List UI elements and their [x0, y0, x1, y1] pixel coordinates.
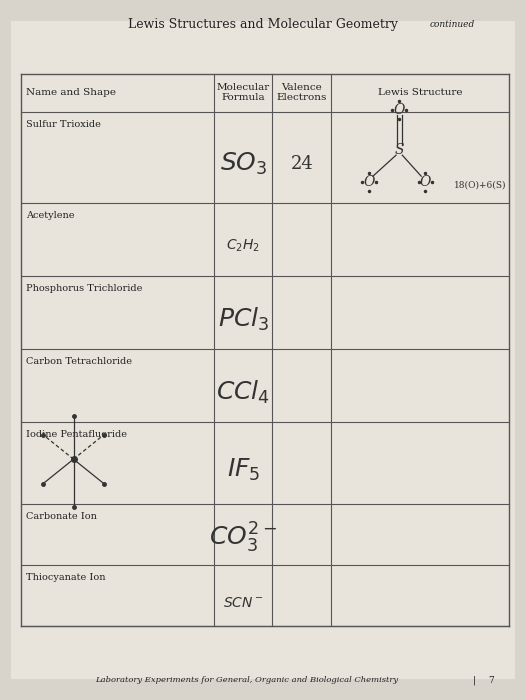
Text: $IF_5$: $IF_5$ — [226, 456, 260, 483]
Text: Carbon Tetrachloride: Carbon Tetrachloride — [26, 357, 132, 366]
Text: Acetylene: Acetylene — [26, 211, 75, 220]
Text: $SO_3$: $SO_3$ — [219, 151, 267, 177]
Text: S: S — [394, 144, 404, 158]
Text: Molecular
Formula: Molecular Formula — [216, 83, 270, 102]
Text: Laboratory Experiments for General, Organic and Biological Chemistry: Laboratory Experiments for General, Orga… — [95, 676, 398, 685]
Text: |: | — [472, 676, 476, 685]
Text: Thiocyanate Ion: Thiocyanate Ion — [26, 573, 106, 582]
Text: $CCl_4$: $CCl_4$ — [216, 379, 270, 406]
Text: Name and Shape: Name and Shape — [26, 88, 116, 97]
Text: Sulfur Trioxide: Sulfur Trioxide — [26, 120, 101, 130]
Text: O: O — [363, 175, 374, 189]
Text: $SCN^-$: $SCN^-$ — [223, 596, 264, 610]
Text: $PCl_3$: $PCl_3$ — [217, 306, 269, 332]
Text: $C_2H_2$: $C_2H_2$ — [226, 238, 260, 254]
Text: 18(O)+6(S): 18(O)+6(S) — [454, 181, 507, 190]
Text: Iodine Pentafluoride: Iodine Pentafluoride — [26, 430, 127, 439]
Text: Lewis Structure: Lewis Structure — [378, 88, 463, 97]
Text: $CO_3^{2-}$: $CO_3^{2-}$ — [209, 521, 277, 555]
Text: Valence
Electrons: Valence Electrons — [277, 83, 327, 102]
Text: Lewis Structures and Molecular Geometry: Lewis Structures and Molecular Geometry — [128, 18, 397, 31]
Text: Carbonate Ion: Carbonate Ion — [26, 512, 97, 521]
Text: O: O — [393, 103, 405, 117]
FancyBboxPatch shape — [10, 21, 514, 679]
Text: Phosphorus Trichloride: Phosphorus Trichloride — [26, 284, 143, 293]
Text: 7: 7 — [488, 676, 494, 685]
Text: continued: continued — [429, 20, 475, 29]
Text: O: O — [419, 175, 431, 189]
Text: 24: 24 — [290, 155, 313, 174]
